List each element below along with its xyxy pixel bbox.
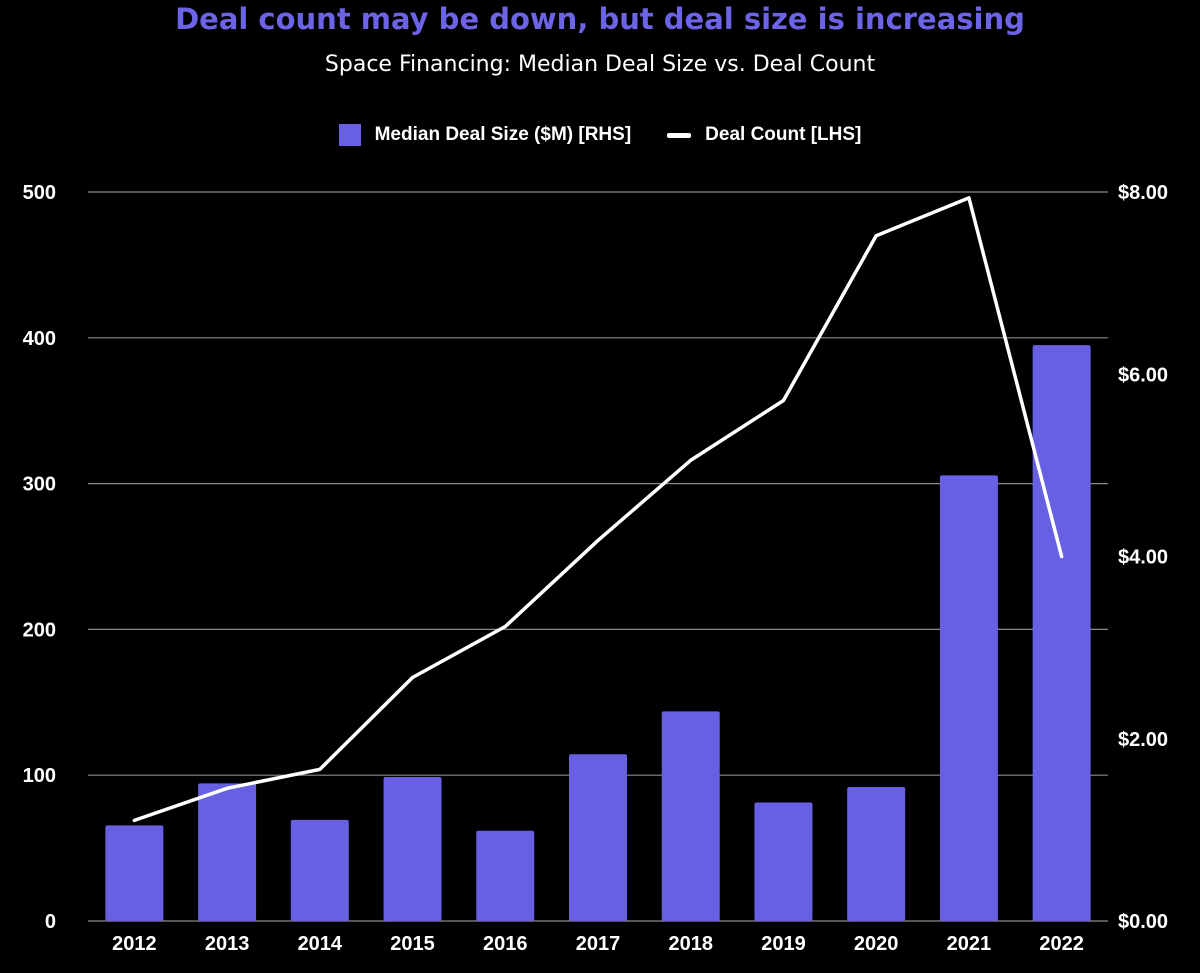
left-tick-label: 500 (23, 182, 56, 204)
right-tick-label: $2.00 (1118, 729, 1168, 751)
chart-subtitle: Space Financing: Median Deal Size vs. De… (324, 52, 876, 77)
legend-item-deal-count: Deal Count [LHS] (667, 124, 861, 146)
x-tick-label: 2020 (854, 933, 899, 955)
point-deal-count (874, 234, 878, 238)
x-tick-label: 2019 (761, 933, 806, 955)
bar-median-deal-size (290, 819, 349, 921)
x-tick-label: 2017 (576, 933, 621, 955)
line-deal-count (132, 196, 1064, 823)
point-deal-count (967, 196, 971, 200)
point-deal-count (132, 818, 136, 822)
bar-median-deal-size (661, 711, 720, 921)
x-tick-label: 2022 (1039, 933, 1084, 955)
bar-median-deal-size (569, 754, 627, 921)
x-tick-label: 2013 (205, 933, 250, 955)
right-tick-label: $6.00 (1118, 364, 1168, 386)
x-tick-label: 2015 (390, 933, 435, 955)
left-tick-label: 300 (23, 474, 56, 496)
point-deal-count (1060, 555, 1064, 558)
bar-median-deal-size (939, 475, 998, 921)
x-tick-label: 2021 (947, 933, 992, 955)
bar-median-deal-size (198, 783, 257, 921)
point-deal-count (411, 676, 415, 680)
point-deal-count (503, 624, 507, 628)
bar-median-deal-size (383, 777, 442, 921)
bar-median-deal-size (754, 802, 813, 921)
bar-median-deal-size (105, 825, 164, 921)
left-tick-label: 400 (23, 328, 56, 350)
x-tick-label: 2018 (668, 933, 713, 955)
right-tick-label: $8.00 (1118, 182, 1168, 204)
bar-median-deal-size (476, 830, 535, 921)
left-tick-label: 200 (23, 619, 56, 641)
chart-title: Deal count may be down, but deal size is… (175, 2, 1025, 36)
x-tick-label: 2016 (483, 933, 528, 955)
legend-item-median-deal-size: Median Deal Size ($M) [RHS] (338, 124, 632, 146)
x-tick-label: 2012 (112, 933, 157, 955)
bar-median-deal-size (847, 787, 906, 921)
legend-label-deal-count: Deal Count [LHS] (705, 124, 862, 145)
left-tick-label: 100 (23, 765, 56, 787)
x-tick-label: 2014 (298, 933, 343, 955)
legend-label-median-deal-size: Median Deal Size ($M) [RHS] (374, 124, 632, 145)
legend-swatch-line (667, 132, 692, 138)
point-deal-count (225, 786, 229, 790)
right-tick-label: $4.00 (1118, 547, 1168, 569)
right-tick-label: $0.00 (1118, 911, 1168, 933)
bar-median-deal-size (1032, 345, 1091, 922)
point-deal-count (318, 767, 322, 771)
chart-legend: Median Deal Size ($M) [RHS] Deal Count [… (0, 124, 1200, 146)
point-deal-count (689, 458, 693, 462)
left-tick-label: 0 (45, 911, 56, 933)
point-deal-count (596, 538, 600, 542)
point-deal-count (781, 398, 785, 402)
legend-swatch-bar (338, 124, 361, 146)
